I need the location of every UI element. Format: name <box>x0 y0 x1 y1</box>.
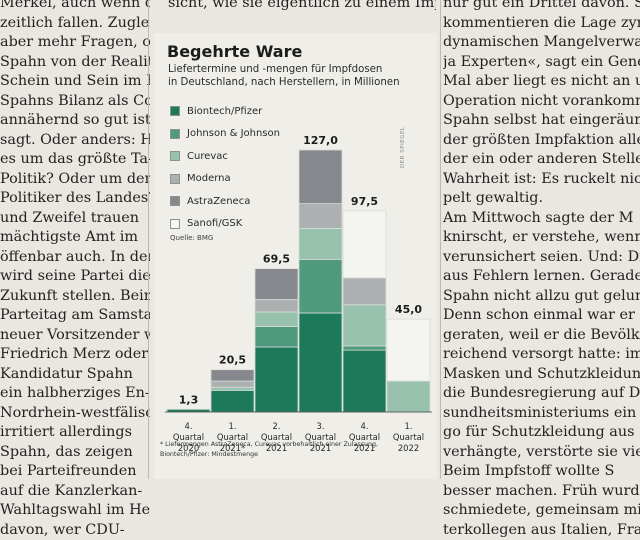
bar-segment <box>255 300 298 312</box>
article-line: auf die Kanzlerkan- <box>0 482 150 502</box>
bar-segment <box>167 409 210 412</box>
footnote-line: * Liefermengen AstraZeneca, Curevac vorb… <box>160 440 430 450</box>
article-line: terkollegen aus Italien, Fran <box>443 521 640 540</box>
bar-segment <box>299 313 342 412</box>
x-tick-label: 4. <box>361 421 369 431</box>
bar-segment <box>299 228 342 259</box>
bar-segment <box>299 150 342 204</box>
total-label: 1,3 <box>179 393 199 406</box>
article-line: besser machen. Früh wurd <box>443 482 640 502</box>
bar-segment <box>211 387 254 390</box>
total-label: 127,0 <box>303 134 338 147</box>
bar-segment <box>387 381 430 412</box>
bar-segment <box>299 259 342 313</box>
x-tick-label: 4. <box>185 421 193 431</box>
article-line: davon, wer CDU- <box>0 521 150 540</box>
bar-segment <box>343 350 386 412</box>
bar-segment <box>343 278 386 305</box>
article-line: schmiedete, gemeinsam mi <box>443 501 640 521</box>
chart-footnote: * Liefermengen AstraZeneca, Curevac vorb… <box>160 440 430 460</box>
bar-segment <box>299 204 342 229</box>
article-line: Wahltagswahl im Herbst <box>0 501 150 521</box>
bar-segment <box>343 346 386 350</box>
bar-segment <box>211 370 254 381</box>
bar-segment <box>343 305 386 346</box>
bar-segment <box>211 381 254 387</box>
total-label: 69,5 <box>263 253 290 266</box>
bar-segment <box>343 211 386 278</box>
total-label: 20,5 <box>219 354 246 367</box>
footnote-line: Biontech/Pfizer: Mindestmenge <box>160 450 430 460</box>
x-tick-label: 2. <box>273 421 281 431</box>
bar-segment <box>255 312 298 326</box>
bar-segment <box>387 319 430 381</box>
x-tick-label: 1. <box>229 421 237 431</box>
bar-segment <box>211 390 254 412</box>
bar-segment <box>255 326 298 347</box>
x-tick-label: 3. <box>317 421 325 431</box>
total-label: 97,5 <box>351 195 378 208</box>
x-tick-label: 1. <box>405 421 413 431</box>
stacked-bar-chart: 1,34.Quartal202020,51.Quartal2021*69,52.… <box>0 0 640 479</box>
bar-segment <box>255 347 298 412</box>
bar-segment <box>255 269 298 300</box>
total-label: 45,0 <box>395 303 422 316</box>
